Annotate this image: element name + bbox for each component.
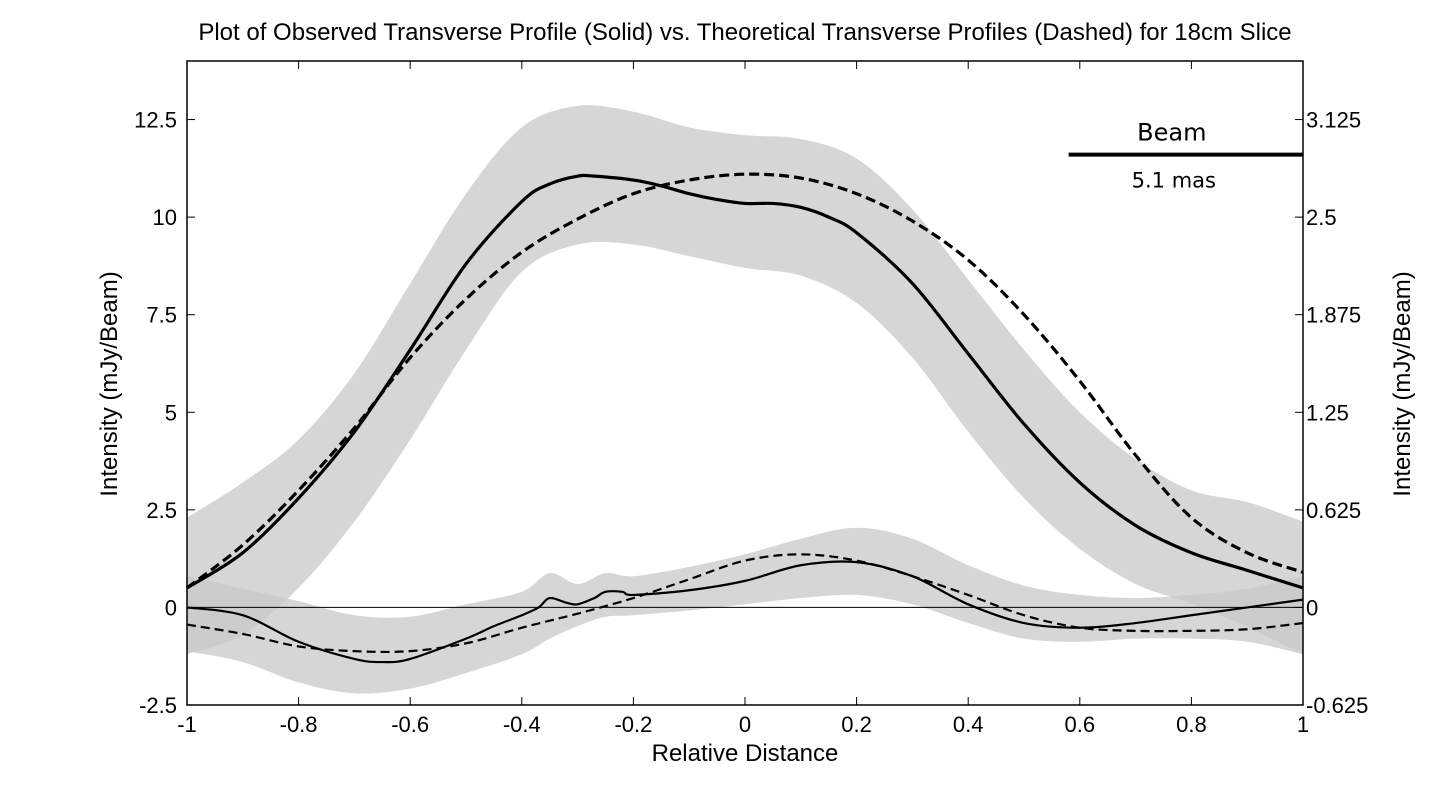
y-right-tick-label: 1.875 <box>1306 303 1361 328</box>
y-tick-label: 2.5 <box>146 498 177 523</box>
y-tick-label: 10 <box>153 205 177 230</box>
chart-title: Plot of Observed Transverse Profile (Sol… <box>198 19 1291 46</box>
solid-series-line-0 <box>186 173 1304 590</box>
y-axis-label-left: Intensity (mJy/Beam) <box>96 271 123 496</box>
x-tick-label: -1 <box>177 712 197 737</box>
y-tick-label: 5 <box>165 400 177 425</box>
y-tick-label: -2.5 <box>139 693 177 718</box>
dashed-series-line-5 <box>186 553 1304 654</box>
series-lines <box>186 172 1304 664</box>
y-right-tick-label: 1.25 <box>1306 400 1349 425</box>
x-axis: -1 -0.8 -0.6 -0.4 -0.2 0 0.2 0.4 0.6 0.8 1 <box>177 61 1309 737</box>
x-axis-label: Relative Distance <box>652 740 839 767</box>
y-right-tick-label: 3.125 <box>1306 108 1361 133</box>
x-tick-label: -0.6 <box>391 712 429 737</box>
y-tick-label: 0 <box>165 595 177 620</box>
beam-label: Beam <box>1137 119 1206 147</box>
y-axis-label-right: Intensity (mJy/Beam) <box>1389 271 1416 496</box>
x-tick-label: -0.4 <box>503 712 541 737</box>
uncertainty-band-4 <box>187 527 1303 694</box>
y-right-tick-label: 0 <box>1306 595 1318 620</box>
beam-scale-indicator: Beam 5.1 mas <box>1068 119 1303 193</box>
y-right-tick-label: -0.625 <box>1306 693 1368 718</box>
y-axis-right: -0.625 0 0.625 1.25 1.875 2.5 3.125 <box>1295 108 1368 718</box>
dashed-series-line-2 <box>186 172 1304 590</box>
solid-series-line-3 <box>186 560 1304 664</box>
y-axis-left: -2.5 0 2.5 5 7.5 10 12.5 <box>134 108 195 718</box>
beam-size-label: 5.1 mas <box>1132 169 1216 193</box>
y-right-tick-label: 2.5 <box>1306 205 1337 230</box>
uncertainty-bands <box>187 105 1303 694</box>
x-tick-label: -0.2 <box>614 712 652 737</box>
x-tick-label: 0.4 <box>953 712 984 737</box>
y-tick-label: 7.5 <box>146 303 177 328</box>
x-tick-label: 0 <box>739 712 751 737</box>
x-tick-label: 0.6 <box>1065 712 1096 737</box>
y-right-tick-label: 0.625 <box>1306 498 1361 523</box>
x-tick-label: 0.2 <box>841 712 872 737</box>
x-tick-label: -0.8 <box>280 712 318 737</box>
y-tick-label: 12.5 <box>134 108 177 133</box>
uncertainty-band-1 <box>187 105 1303 655</box>
x-tick-label: 0.8 <box>1176 712 1207 737</box>
x-tick-label: 1 <box>1297 712 1309 737</box>
